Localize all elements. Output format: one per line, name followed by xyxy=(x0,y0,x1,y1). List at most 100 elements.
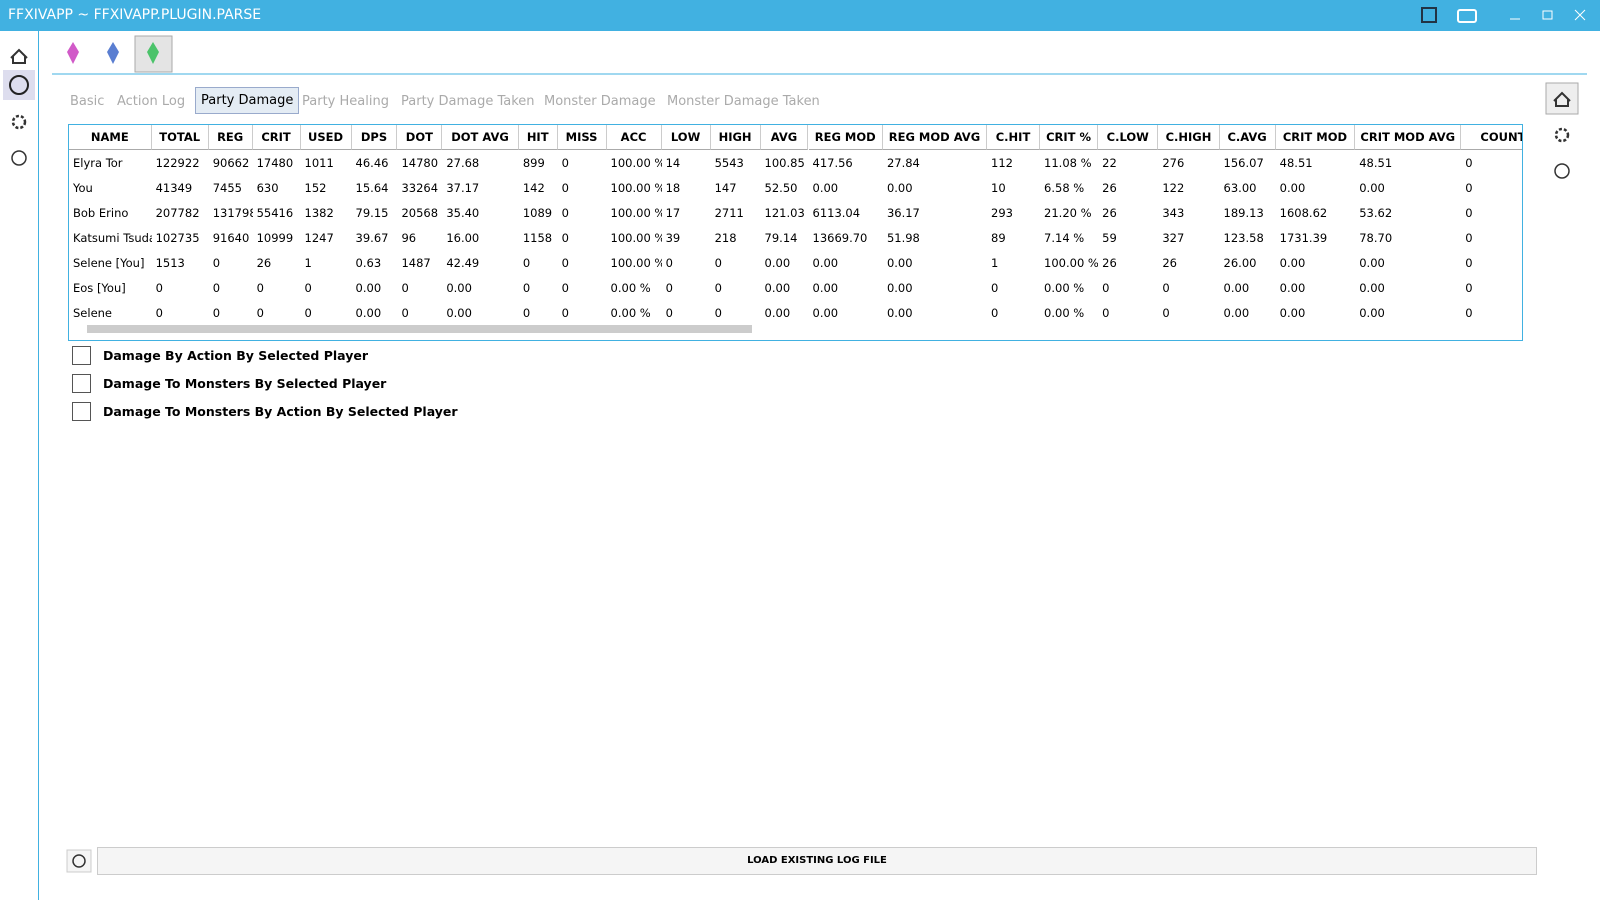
plugin-gem[interactable] xyxy=(67,42,79,64)
table-cell: 100.00 % xyxy=(1044,256,1099,270)
table-cell: 0 xyxy=(1465,256,1473,270)
column-header[interactable]: NAME xyxy=(69,125,152,150)
table-row[interactable]: Elyra Tor 122922 90662 17480 1011 46.46 14780 2… xyxy=(69,151,1522,176)
camera-icon[interactable] xyxy=(1457,9,1477,23)
settings-icon[interactable] xyxy=(11,114,27,130)
plugin-gem xyxy=(147,42,159,64)
column-header[interactable]: REG xyxy=(208,125,253,150)
table-cell: 18 xyxy=(665,181,681,195)
column-header[interactable]: COUNTER xyxy=(1461,125,1522,150)
refresh-button[interactable] xyxy=(66,849,92,873)
table-cell: 0.00 xyxy=(1223,281,1250,295)
checkbox[interactable] xyxy=(72,402,91,421)
table-cell: 100.00 % xyxy=(610,256,662,270)
table-cell: 27.84 xyxy=(886,156,920,170)
column-header[interactable]: REG MOD xyxy=(808,125,883,150)
table-cell: 142 xyxy=(522,181,545,195)
info-icon[interactable] xyxy=(11,150,27,166)
column-header[interactable]: REG MOD AVG xyxy=(882,125,987,150)
table-cell: 0 xyxy=(1465,206,1473,220)
table-cell: 0 xyxy=(665,256,673,270)
table-cell: 0.00 xyxy=(812,181,839,195)
home-button[interactable] xyxy=(1545,82,1579,115)
table-cell: 35.40 xyxy=(446,206,480,220)
column-header[interactable]: HIT xyxy=(518,125,558,150)
column-header[interactable]: DOT xyxy=(397,125,443,150)
plugin-gem[interactable] xyxy=(107,42,119,64)
column-header[interactable]: TOTAL xyxy=(151,125,209,150)
table-cell: 112 xyxy=(991,156,1013,170)
table-row[interactable]: You 41349 7455 630 152 15.64 33264 37.17 142 0 100… xyxy=(69,176,1522,201)
column-header[interactable]: C.HIGH xyxy=(1158,125,1220,150)
table-row[interactable]: Selene [You] 1513 0 26 1 0.63 1487 42.49 0 0 100.0… xyxy=(69,251,1522,276)
tab[interactable]: Action Log xyxy=(117,94,186,109)
scrollbar[interactable] xyxy=(87,325,752,333)
table-cell: 0.00 xyxy=(886,181,913,195)
table-cell: 15.64 xyxy=(355,181,389,195)
column-header[interactable]: MISS xyxy=(557,125,607,150)
column-header[interactable]: DOT AVG xyxy=(442,125,519,150)
save-icon[interactable] xyxy=(1421,7,1437,23)
column-header[interactable]: CRIT xyxy=(252,125,301,150)
column-header[interactable]: CRIT MOD xyxy=(1275,125,1356,150)
table-cell: 156.07 xyxy=(1223,156,1264,170)
table-cell: 218 xyxy=(714,231,737,245)
table-row[interactable]: Eos [You] 0 0 0 0 0.00 0 0.00 0 0 0.00 % 0 0 0.00 0.00… xyxy=(69,276,1522,301)
table-cell: 0 xyxy=(401,306,409,320)
close[interactable] xyxy=(1574,9,1586,21)
table-row[interactable]: Katsumi Tsuda 102735 91640 10999 1247 39.67 96… xyxy=(69,226,1522,251)
table-cell: 1382 xyxy=(304,206,334,220)
column-header[interactable]: C.LOW xyxy=(1098,125,1159,150)
column-header[interactable]: C.HIT xyxy=(987,125,1041,150)
checkbox[interactable] xyxy=(72,374,91,393)
column-header[interactable]: CRIT MOD AVG xyxy=(1355,125,1462,150)
tab[interactable]: Party Damage Taken xyxy=(401,94,535,109)
table-cell: 1 xyxy=(991,256,999,270)
tab[interactable]: Party Damage xyxy=(195,87,300,114)
table-cell: 0.00 xyxy=(1359,281,1385,295)
table-cell: 100.00 % xyxy=(610,181,662,195)
column-header[interactable]: ACC xyxy=(606,125,662,150)
table-cell: 0 xyxy=(155,306,163,320)
tab[interactable]: Party Healing xyxy=(302,94,389,109)
column-header[interactable]: AVG xyxy=(760,125,809,150)
home-icon[interactable] xyxy=(10,48,28,64)
star-icon[interactable] xyxy=(9,75,29,95)
table-cell: 276 xyxy=(1162,156,1185,170)
column-header[interactable]: LOW xyxy=(661,125,711,150)
table-cell: 27.68 xyxy=(446,156,480,170)
table-cell: 22 xyxy=(1102,156,1117,170)
table-cell: 48.51 xyxy=(1279,156,1313,170)
tab[interactable]: Monster Damage Taken xyxy=(667,94,820,109)
table-row[interactable]: Selene 0 0 0 0 0.00 0 0.00 0 0 0.00 % 0 0 0.00 0.00 0.0… xyxy=(69,301,1522,326)
table-cell: 0.00 % xyxy=(1044,281,1085,295)
table-cell: 0 xyxy=(522,256,531,270)
load-log-button[interactable]: LOAD EXISTING LOG FILE xyxy=(97,847,1537,875)
table-cell: 20568 xyxy=(401,206,439,220)
column-header[interactable]: HIGH xyxy=(710,125,761,150)
checkbox[interactable] xyxy=(72,346,91,365)
table-cell: 0.00 xyxy=(886,281,913,295)
table-cell: 1513 xyxy=(155,256,185,270)
table-row[interactable]: Bob Erino 207782 131798 55416 1382 79.15 20568… xyxy=(69,201,1522,226)
info-icon[interactable] xyxy=(1554,163,1570,179)
table-cell: 0.00 xyxy=(1359,181,1385,195)
table-cell: 0.00 xyxy=(1359,306,1385,320)
table-cell: 52.50 xyxy=(764,181,798,195)
settings-icon[interactable] xyxy=(1554,127,1570,143)
table-cell: 0.00 xyxy=(1279,181,1306,195)
column-header[interactable]: DPS xyxy=(351,125,398,150)
tab[interactable]: Basic xyxy=(70,94,105,109)
column-header[interactable]: C.AVG xyxy=(1219,125,1276,150)
table-cell: 5543 xyxy=(714,156,744,170)
column-header[interactable]: CRIT % xyxy=(1040,125,1099,150)
table-cell: 0 xyxy=(1162,306,1170,320)
table-cell: 78.70 xyxy=(1359,231,1393,245)
table-cell: 0 xyxy=(665,281,673,295)
table-cell: 59 xyxy=(1102,231,1117,245)
table-cell: 0 xyxy=(155,281,163,295)
column-header[interactable]: USED xyxy=(300,125,352,150)
tab[interactable]: Monster Damage xyxy=(544,94,656,109)
restore[interactable] xyxy=(1542,10,1553,20)
selected-bg xyxy=(3,70,35,100)
